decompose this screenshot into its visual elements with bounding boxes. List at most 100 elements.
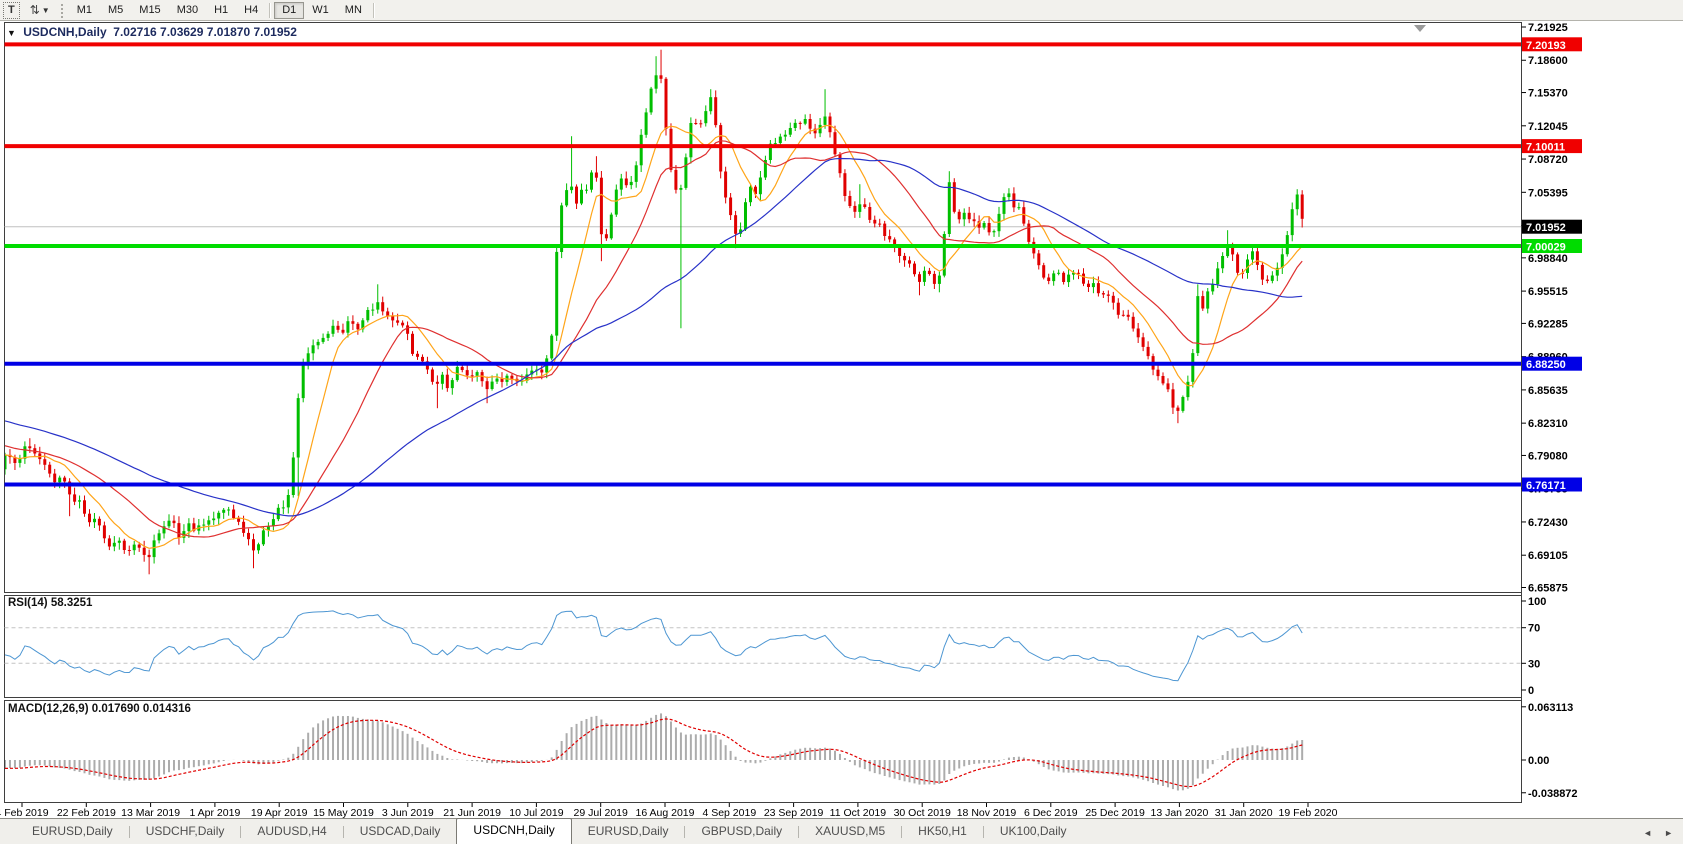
moving-average-9-line <box>5 124 1303 549</box>
tab-scroll-right-icon[interactable]: ► <box>1664 828 1673 838</box>
price-axis-label: 6.69105 <box>1528 550 1568 562</box>
rsi-axis-label: 30 <box>1528 658 1540 670</box>
price-badge-7.01952: 7.01952 <box>1522 219 1582 234</box>
cycle-symbols-button[interactable]: ⇅ ▼ <box>26 2 54 19</box>
date-axis-label: 19 Apr 2019 <box>251 807 308 818</box>
timeframe-button-mn[interactable]: MN <box>344 4 362 16</box>
price-axis-label: 6.82310 <box>1528 418 1568 430</box>
svg-text:6.76171: 6.76171 <box>1526 480 1566 492</box>
timeframe-button-m15[interactable]: M15 <box>139 4 161 16</box>
chart-tab-hk50-h1[interactable]: HK50,H1 <box>918 824 967 838</box>
price-axis-label: 6.85635 <box>1528 385 1568 397</box>
price-badge-7.00029: 7.00029 <box>1522 239 1582 254</box>
date-axis-label: 1 Apr 2019 <box>190 807 241 818</box>
price-axis-label: 6.95515 <box>1528 286 1568 298</box>
timeframe-buttons: M1 M5 M15 M30 H1 H4 D1 W1 MN <box>69 1 378 19</box>
price-axis-label: 7.05395 <box>1528 187 1568 199</box>
price-axis-label: 6.65875 <box>1528 583 1568 595</box>
timeframe-button-m5[interactable]: M5 <box>108 4 124 16</box>
price-axis-label: 7.08720 <box>1528 154 1568 166</box>
price-axis-label: 7.12045 <box>1528 121 1568 133</box>
macd-histogram <box>5 713 1304 791</box>
tab-scroll-left-icon[interactable]: ◄ <box>1643 828 1653 838</box>
rsi-line <box>5 610 1303 682</box>
high-value: 7.03629 <box>160 25 204 39</box>
chart-tab-usdchf-daily[interactable]: USDCHF,Daily <box>145 824 225 838</box>
price-axis-label: 6.72430 <box>1528 517 1568 529</box>
timeframe-button-w1[interactable]: W1 <box>312 4 329 16</box>
timeframe-button-d1[interactable]: D1 <box>274 1 305 19</box>
text-tool-button[interactable]: T <box>3 1 20 19</box>
chart-shift-marker-icon[interactable] <box>1414 25 1426 32</box>
chart-tab-gbpusd-daily[interactable]: GBPUSD,Daily <box>701 824 783 838</box>
date-axis-label: 25 Dec 2019 <box>1085 807 1145 818</box>
toolbar-grip[interactable] <box>59 2 65 18</box>
open-value: 7.02716 <box>113 25 157 39</box>
svg-text:7.01952: 7.01952 <box>1526 222 1566 234</box>
symbol-period-label: USDCNH,Daily <box>23 25 107 39</box>
date-axis-label: 10 Jul 2019 <box>509 807 563 818</box>
svg-text:7.20193: 7.20193 <box>1526 40 1566 52</box>
macd-axis-label: 0.063113 <box>1528 702 1573 714</box>
macd-indicator-label: MACD(12,26,9) 0.017690 0.014316 <box>8 703 191 715</box>
low-value: 7.01870 <box>206 25 251 39</box>
chart-tab-eurusd-daily[interactable]: EURUSD,Daily <box>587 824 669 838</box>
date-axis-label: 18 Nov 2019 <box>957 807 1017 818</box>
rsi-indicator-label: RSI(14) 58.3251 <box>8 597 93 609</box>
date-axis-label: 29 Jul 2019 <box>574 807 628 818</box>
price-axis-label: 7.15370 <box>1528 88 1568 100</box>
price-axis-label: 6.79080 <box>1528 450 1568 462</box>
date-axis[interactable]: 4 Feb 2019 22 Feb 2019 13 Mar 2019 1 Apr 20… <box>0 803 1338 818</box>
price-badge-6.88250: 6.88250 <box>1522 356 1582 371</box>
date-axis-label: 31 Jan 2020 <box>1215 807 1273 818</box>
macd-signal-line <box>5 718 1303 788</box>
date-axis-label: 6 Dec 2019 <box>1024 807 1078 818</box>
price-badge-7.10011: 7.10011 <box>1522 139 1582 154</box>
date-axis-label: 11 Oct 2019 <box>830 807 887 818</box>
close-value: 7.01952 <box>253 25 297 39</box>
date-axis-label: 13 Jan 2020 <box>1150 807 1208 818</box>
sort-arrows-icon: ⇅ <box>29 3 40 17</box>
date-axis-label: 4 Feb 2019 <box>0 807 49 818</box>
svg-text:7.00029: 7.00029 <box>1526 242 1566 254</box>
chart-tab-uk100-daily[interactable]: UK100,Daily <box>999 824 1067 838</box>
date-axis-label: 13 Mar 2019 <box>121 807 180 818</box>
chart-ohlc-header: ▼ USDCNH,Daily 7.02716 7.03629 7.01870 7… <box>7 25 297 39</box>
macd-axis-label: -0.038872 <box>1528 788 1578 800</box>
date-axis-label: 30 Oct 2019 <box>894 807 951 818</box>
chart-tab-usdcnh-daily[interactable]: USDCNH,Daily <box>456 818 572 844</box>
rsi-axis-label: 70 <box>1528 623 1540 635</box>
macd-axis-label: 0.00 <box>1528 755 1549 767</box>
price-axis-label: 6.92285 <box>1528 318 1568 330</box>
timeframe-button-h4[interactable]: H4 <box>244 4 259 16</box>
date-axis-label: 19 Feb 2020 <box>1279 807 1338 818</box>
date-axis-label: 22 Feb 2019 <box>57 807 116 818</box>
date-axis-label: 4 Sep 2019 <box>702 807 756 818</box>
chart-tab-xauusd-m5[interactable]: XAUUSD,M5 <box>815 824 886 838</box>
price-axis-label: 7.21925 <box>1528 22 1568 34</box>
chart-tab-audusd-h4[interactable]: AUDUSD,H4 <box>257 824 327 838</box>
chart-tab-eurusd-daily[interactable]: EURUSD,Daily <box>32 824 113 838</box>
price-axis-label: 7.18600 <box>1528 55 1568 67</box>
date-axis-label: 15 May 2019 <box>313 807 374 818</box>
svg-text:7.10011: 7.10011 <box>1526 142 1565 154</box>
date-axis-label: 16 Aug 2019 <box>636 807 695 818</box>
price-axis[interactable]: 7.21925 7.18600 7.15370 7.12045 7.08720 7.053… <box>1521 22 1568 595</box>
timeframe-button-h1[interactable]: H1 <box>214 4 229 16</box>
timeframe-button-m1[interactable]: M1 <box>76 4 92 16</box>
timeframe-button-m30[interactable]: M30 <box>176 4 199 16</box>
moving-average-55-line <box>5 157 1303 517</box>
collapse-triangle-icon[interactable]: ▼ <box>7 28 16 38</box>
chart-canvas[interactable]: 7.21925 7.18600 7.15370 7.12045 7.08720 7.053… <box>0 22 1683 818</box>
price-badge-6.76171: 6.76171 <box>1522 477 1582 492</box>
macd-panel[interactable] <box>4 700 1522 803</box>
rsi-axis-label: 0 <box>1528 685 1534 697</box>
rsi-axis-label: 100 <box>1528 596 1546 608</box>
toolbar: T ⇅ ▼ M1 M5 M15 M30 H1 H4 D1 W1 MN <box>0 0 1683 21</box>
main-chart-panel[interactable] <box>4 22 1522 593</box>
date-axis-label: 3 Jun 2019 <box>382 807 434 818</box>
chart-tab-usdcad-daily[interactable]: USDCAD,Daily <box>359 824 441 838</box>
chevron-down-icon: ▼ <box>41 5 50 15</box>
rsi-panel[interactable] <box>4 595 1522 698</box>
